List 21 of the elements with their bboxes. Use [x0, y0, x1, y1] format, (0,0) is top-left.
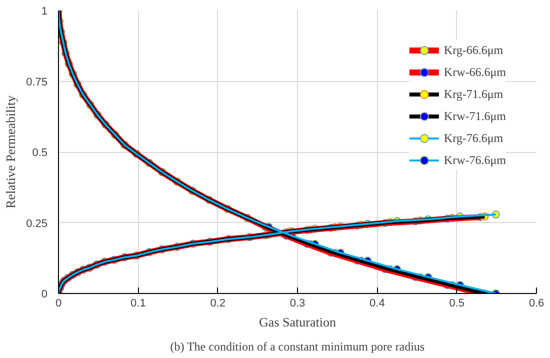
legend-label: Krg-66.6μm [444, 42, 504, 58]
y-tick-label: 0.75 [26, 76, 48, 88]
y-axis-title: Relative Permeability [3, 95, 18, 208]
x-tick-label: 0.5 [449, 298, 464, 310]
legend-label: Krg-71.6μm [444, 86, 504, 102]
x-tick-label: 0.1 [130, 298, 146, 310]
x-tick-label: 0.6 [528, 298, 544, 310]
text: (b) The condition of a constant minimum pore radius [170, 340, 425, 354]
legend-label: Krw-76.6μm [444, 152, 506, 168]
x-tick-label: 0.2 [210, 298, 226, 310]
x-axis-title: Gas Saturation [259, 314, 336, 330]
y-tick-label: 0.25 [26, 218, 48, 230]
y-tick-label: 0 [41, 288, 48, 300]
legend-label: Krw-71.6μm [444, 108, 506, 124]
legend-label: Krg-76.6μm [444, 130, 504, 146]
y-tick-label: 1 [41, 6, 48, 18]
x-tick-label: 0 [55, 298, 62, 310]
y-tick-label: 0.5 [32, 147, 48, 159]
x-tick-label: 0.3 [290, 298, 306, 310]
legend-label: Krw-66.6μm [444, 64, 506, 80]
x-tick-label: 0.4 [370, 298, 385, 310]
